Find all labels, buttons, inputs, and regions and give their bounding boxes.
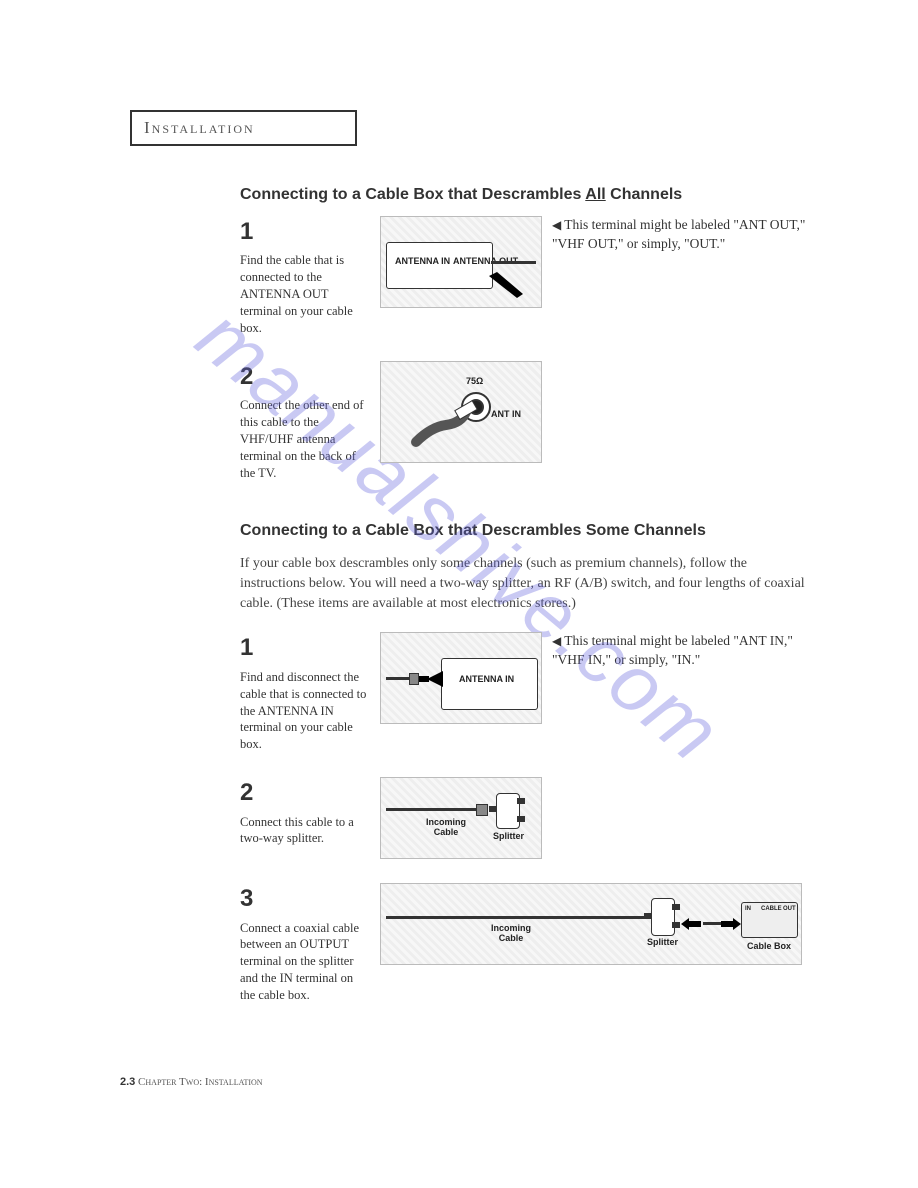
step1-note: This terminal might be labeled "ANT OUT,… [552, 216, 808, 254]
section1-step1: 1 Find the cable that is connected to th… [240, 216, 808, 337]
figure-cablebox-out: ANTENNA IN ANTENNA OUT [380, 216, 542, 308]
page-number: 2.3 [120, 1076, 135, 1088]
figure-disconnect: ANTENNA IN [380, 632, 542, 724]
section2-heading: Connecting to a Cable Box that Descrambl… [240, 522, 808, 540]
step-num: 2 [240, 777, 370, 809]
step-body: Find the cable that is connected to the … [240, 253, 353, 335]
step-num: 1 [240, 632, 370, 664]
step-body: Connect a coaxial cable between an OUTPU… [240, 921, 359, 1003]
section-all-channels: Connecting to a Cable Box that Descrambl… [240, 186, 808, 482]
step-text: 2 Connect the other end of this cable to… [240, 361, 370, 482]
page: manualshive.com Installation Connecting … [0, 0, 918, 1188]
header-title: Installation [144, 118, 255, 137]
section1-step2: 2 Connect the other end of this cable to… [240, 361, 808, 482]
chapter-label: Chapter Two: Installation [138, 1076, 263, 1088]
arrow-icon [721, 918, 741, 930]
section2-step2: 2 Connect this cable to a two-way splitt… [240, 777, 808, 859]
section-some-channels: Connecting to a Cable Box that Descrambl… [240, 522, 808, 1004]
figure-splitter: Incoming Cable Splitter [380, 777, 542, 859]
step-body: Connect this cable to a two-way splitter… [240, 815, 354, 846]
step-text: 2 Connect this cable to a two-way splitt… [240, 777, 370, 847]
arrow-icon [681, 918, 701, 930]
step-body: Find and disconnect the cable that is co… [240, 670, 366, 752]
section1-heading: Connecting to a Cable Box that Descrambl… [240, 186, 808, 204]
page-footer: 2.3 Chapter Two: Installation [120, 1076, 263, 1088]
section2-step1: 1 Find and disconnect the cable that is … [240, 632, 808, 753]
step1-note: This terminal might be labeled "ANT IN,"… [552, 632, 808, 670]
step-text: 3 Connect a coaxial cable between an OUT… [240, 883, 370, 1004]
step-text: 1 Find the cable that is connected to th… [240, 216, 370, 337]
step-num: 3 [240, 883, 370, 915]
section2-intro: If your cable box descrambles only some … [240, 554, 808, 615]
step-num: 1 [240, 216, 370, 248]
arrow-icon [489, 272, 529, 302]
figure-tv-back: 75Ω ANT IN [380, 361, 542, 463]
figure-splitter-to-box: Incoming Cable Splitter IN CABLE OUT Cab… [380, 883, 802, 965]
step-body: Connect the other end of this cable to t… [240, 398, 364, 480]
arrow-icon [419, 671, 443, 687]
section2-step3: 3 Connect a coaxial cable between an OUT… [240, 883, 808, 1004]
header-box: Installation [130, 110, 357, 146]
hand-cable-icon [411, 397, 481, 457]
step-text: 1 Find and disconnect the cable that is … [240, 632, 370, 753]
step-num: 2 [240, 361, 370, 393]
